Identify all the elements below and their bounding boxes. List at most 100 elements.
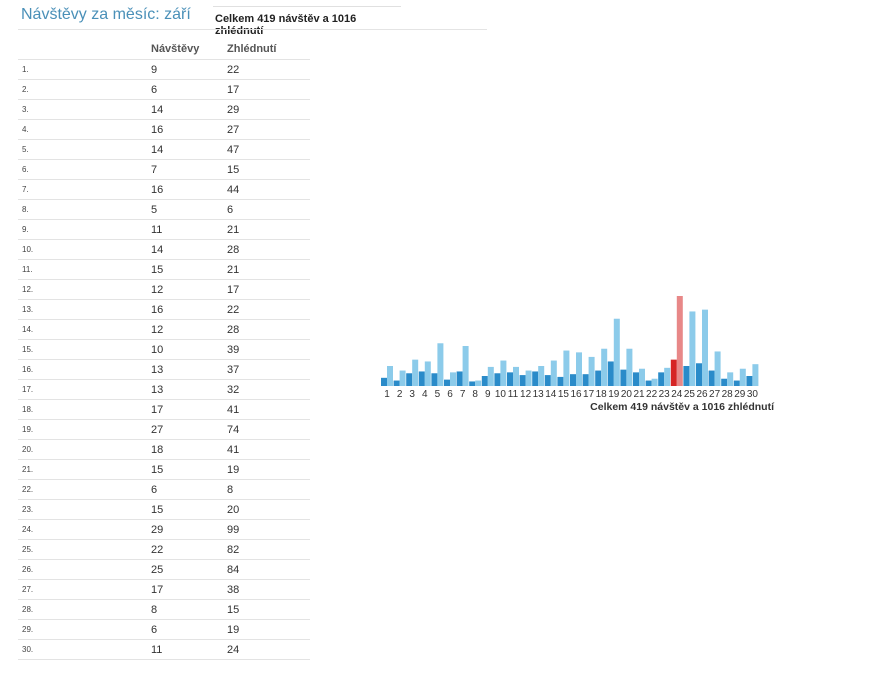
bar-views-5[interactable] xyxy=(437,343,444,386)
views-cell: 24 xyxy=(227,639,310,660)
views-cell: 15 xyxy=(227,599,310,620)
bar-views-22[interactable] xyxy=(651,378,658,386)
bar-visits-28[interactable] xyxy=(721,378,728,386)
bar-views-26[interactable] xyxy=(702,309,708,386)
bar-views-7[interactable] xyxy=(462,346,469,386)
visits-cell: 11 xyxy=(151,639,227,660)
bar-visits-6[interactable] xyxy=(444,379,450,386)
bar-visits-7[interactable] xyxy=(456,371,463,386)
bar-views-4[interactable] xyxy=(424,361,431,386)
views-cell: 29 xyxy=(227,99,310,120)
bar-views-14[interactable] xyxy=(550,360,557,386)
bar-visits-4[interactable] xyxy=(418,371,425,386)
bar-visits-12[interactable] xyxy=(519,375,526,386)
bar-views-17[interactable] xyxy=(588,356,595,386)
table-row: 26. 25 84 xyxy=(18,559,310,580)
x-tick-label: 12 xyxy=(520,389,532,400)
bar-visits-17[interactable] xyxy=(582,374,589,386)
bar-views-21[interactable] xyxy=(639,368,645,386)
stats-table: Návštěvy Zhlédnutí 1. 9 22 2. 6 17 3. 14 29 4. 16 2… xyxy=(18,39,310,660)
bar-views-3[interactable] xyxy=(412,359,419,386)
bar-views-9[interactable] xyxy=(487,366,494,386)
bar-visits-29[interactable] xyxy=(733,380,740,386)
bar-views-30[interactable] xyxy=(752,364,759,386)
table-row: 24. 29 99 xyxy=(18,519,310,540)
visits-cell: 17 xyxy=(151,579,227,600)
bar-visits-20[interactable] xyxy=(620,369,627,386)
bar-views-25[interactable] xyxy=(689,311,696,386)
bar-views-6[interactable] xyxy=(450,372,456,386)
visits-cell: 7 xyxy=(151,159,227,180)
visits-cell: 10 xyxy=(151,339,227,360)
bar-views-20[interactable] xyxy=(626,348,633,386)
views-cell: 17 xyxy=(227,279,310,300)
bar-visits-26[interactable] xyxy=(696,363,702,386)
daily-bar-chart: 1 2 3 4 5 6 7 8 9 10 11 12 13 14 15 16 17 18 19 20 21 22 23 24 2… xyxy=(381,296,775,413)
x-tick-label: 18 xyxy=(596,389,608,400)
bar-visits-25[interactable] xyxy=(683,366,690,386)
day-cell: 21. xyxy=(18,459,151,480)
visits-cell: 13 xyxy=(151,359,227,380)
bar-views-23[interactable] xyxy=(664,367,671,386)
bar-visits-19[interactable] xyxy=(607,361,614,386)
bar-views-28[interactable] xyxy=(727,372,734,386)
bar-views-29[interactable] xyxy=(739,368,746,386)
bar-views-27[interactable] xyxy=(714,351,721,386)
bar-views-12[interactable] xyxy=(525,370,532,386)
views-cell: 41 xyxy=(227,439,310,460)
views-cell: 47 xyxy=(227,139,310,160)
column-header-visits: Návštěvy xyxy=(151,43,200,55)
x-tick-label: 2 xyxy=(397,389,403,400)
bar-visits-3[interactable] xyxy=(406,373,413,386)
bar-visits-8[interactable] xyxy=(469,381,476,386)
bar-visits-11[interactable] xyxy=(507,372,513,386)
table-row: 27. 17 38 xyxy=(18,579,310,600)
bar-visits-2[interactable] xyxy=(393,380,400,386)
x-tick-label: 28 xyxy=(722,389,734,400)
table-row: 17. 13 32 xyxy=(18,379,310,400)
bar-views-16[interactable] xyxy=(576,352,582,386)
bar-visits-13[interactable] xyxy=(532,371,539,386)
bar-visits-27[interactable] xyxy=(708,370,715,386)
bar-views-2[interactable] xyxy=(399,370,406,386)
views-cell: 28 xyxy=(227,239,310,260)
bar-views-8[interactable] xyxy=(475,380,482,386)
bar-views-13[interactable] xyxy=(538,366,545,386)
bar-views-19[interactable] xyxy=(613,318,620,386)
bar-visits-15[interactable] xyxy=(557,376,564,386)
x-tick-label: 7 xyxy=(460,389,466,400)
bar-visits-16[interactable] xyxy=(570,374,576,386)
bar-visits-14[interactable] xyxy=(544,375,551,386)
bar-visits-1[interactable] xyxy=(381,377,387,386)
bar-views-1[interactable] xyxy=(387,366,393,386)
bar-visits-30[interactable] xyxy=(746,376,753,386)
table-row: 9. 11 21 xyxy=(18,219,310,240)
bar-visits-21[interactable] xyxy=(633,372,639,386)
bar-visits-5[interactable] xyxy=(431,373,438,386)
bar-visits-23[interactable] xyxy=(658,372,665,386)
bar-views-10[interactable] xyxy=(500,360,507,386)
day-cell: 22. xyxy=(18,479,151,500)
views-cell: 37 xyxy=(227,359,310,380)
bar-views-11[interactable] xyxy=(513,366,519,386)
bar-visits-9[interactable] xyxy=(481,376,488,386)
day-cell: 25. xyxy=(18,539,151,560)
views-cell: 39 xyxy=(227,339,310,360)
visits-cell: 14 xyxy=(151,239,227,260)
day-cell: 6. xyxy=(18,159,151,180)
table-row: 18. 17 41 xyxy=(18,399,310,420)
title-divider xyxy=(18,29,487,30)
bar-visits-10[interactable] xyxy=(494,373,501,386)
bar-visits-22[interactable] xyxy=(645,380,652,386)
day-cell: 12. xyxy=(18,279,151,300)
bar-visits-24[interactable] xyxy=(670,359,677,386)
bar-views-18[interactable] xyxy=(601,348,608,386)
visits-cell: 25 xyxy=(151,559,227,580)
views-cell: 27 xyxy=(227,119,310,140)
bar-views-24[interactable] xyxy=(676,296,683,386)
x-tick-label: 22 xyxy=(646,389,658,400)
table-row: 25. 22 82 xyxy=(18,539,310,560)
summary-tab[interactable]: Celkem 419 návštěv a 1016 zhlédnutí xyxy=(213,6,401,37)
bar-views-15[interactable] xyxy=(563,350,570,386)
bar-visits-18[interactable] xyxy=(595,370,602,386)
